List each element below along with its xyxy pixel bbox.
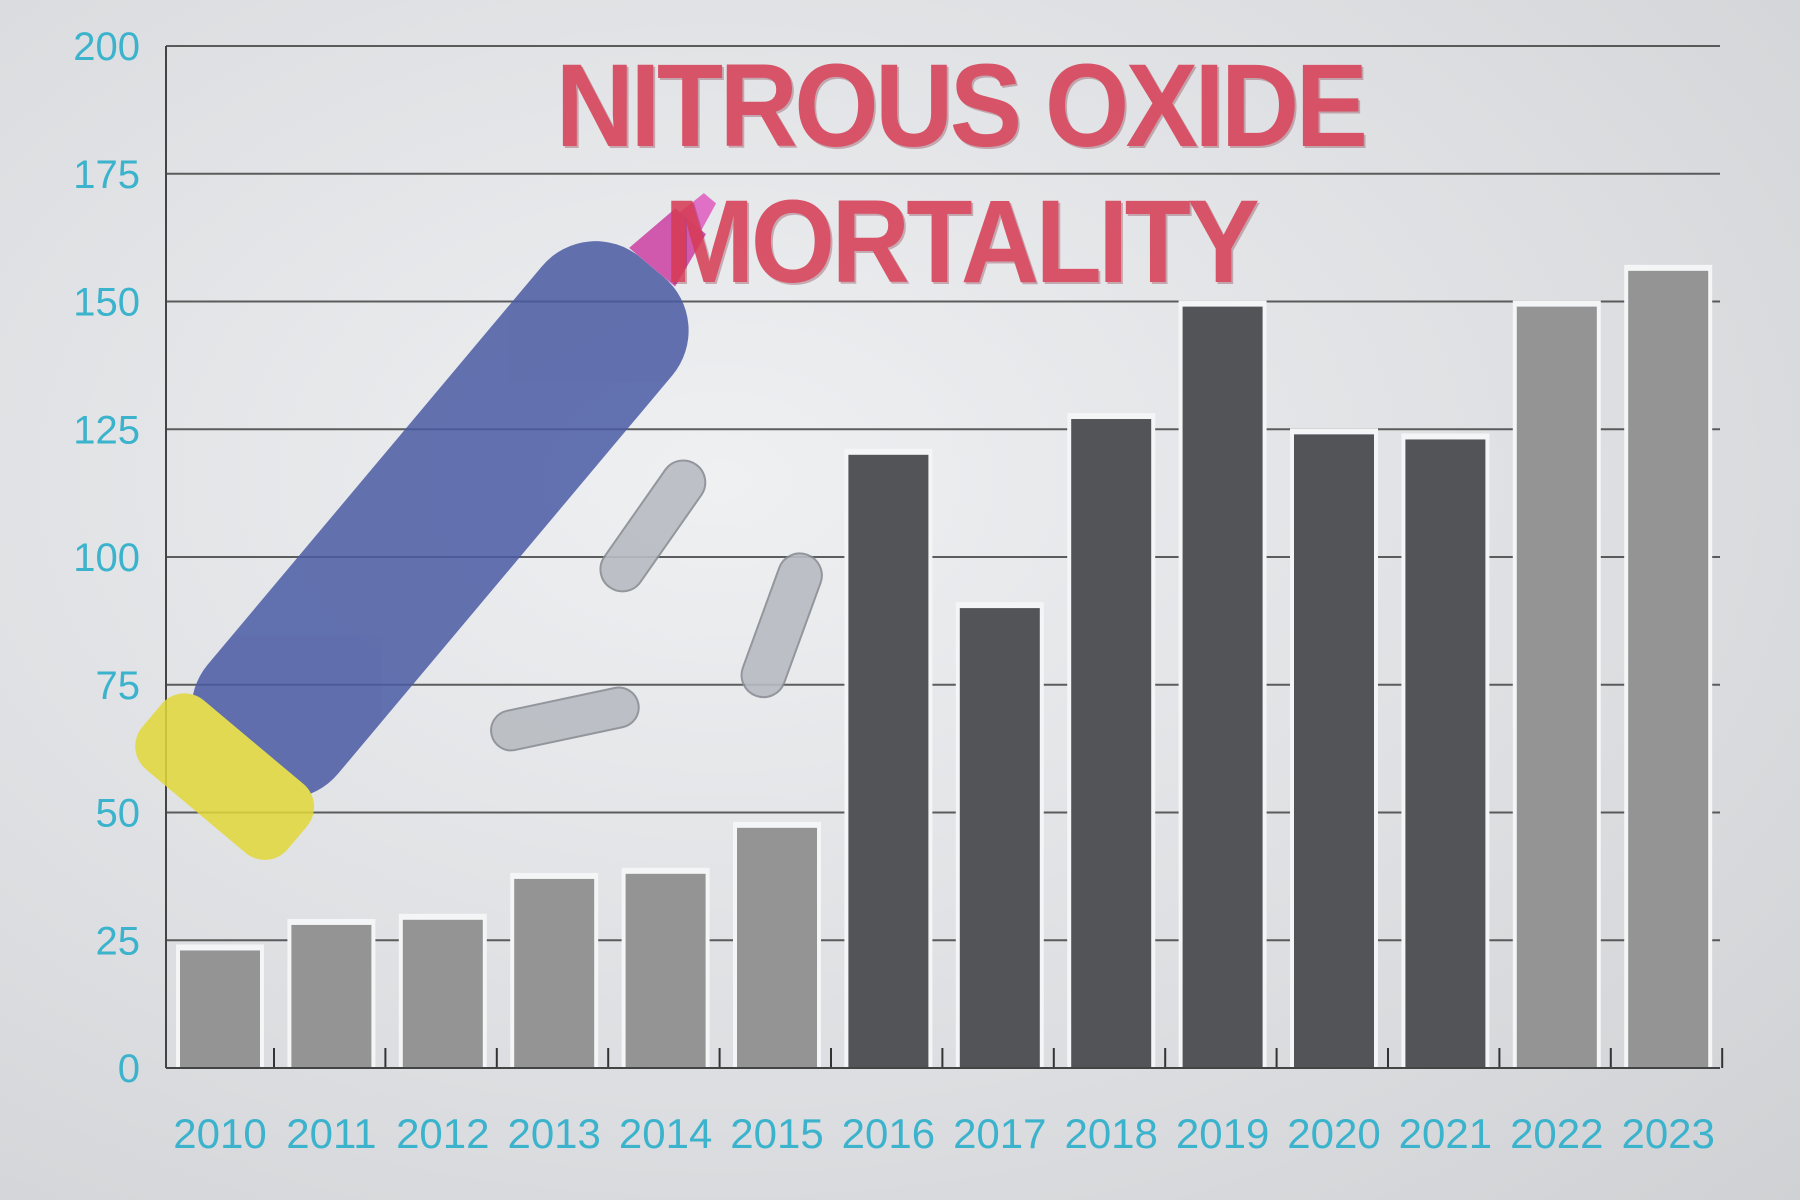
x-tick-label: 2011 <box>286 1110 376 1157</box>
x-tick-label: 2014 <box>619 1110 712 1157</box>
x-tick-label: 2016 <box>842 1110 935 1157</box>
y-tick-label: 175 <box>73 153 140 197</box>
y-tick-label: 75 <box>96 664 141 708</box>
x-tick-label: 2019 <box>1176 1110 1269 1157</box>
y-tick-label: 125 <box>73 408 140 452</box>
y-tick-label: 0 <box>118 1047 140 1091</box>
y-tick-labels: 0 25 50 75 100 125 150 175 200 <box>73 25 140 1091</box>
x-tick-label: 2015 <box>730 1110 823 1157</box>
x-tick-label: 2020 <box>1287 1110 1380 1157</box>
bar-2017 <box>959 608 1040 1068</box>
bars <box>176 264 1724 1069</box>
x-tick-label: 2022 <box>1510 1110 1603 1157</box>
x-tick-label: 2017 <box>953 1110 1046 1157</box>
bar-2011 <box>291 924 372 1068</box>
x-tick-label: 2018 <box>1064 1110 1157 1157</box>
y-tick-label: 25 <box>96 919 141 963</box>
x-tick-label: 2010 <box>173 1110 266 1157</box>
bar-2021 <box>1405 439 1486 1069</box>
bar-2019 <box>1182 306 1263 1068</box>
y-tick-label: 100 <box>73 536 140 580</box>
x-tick-label: 2013 <box>507 1110 600 1157</box>
y-tick-label: 150 <box>73 281 140 325</box>
bar-2014 <box>625 873 706 1068</box>
bar-2013 <box>514 878 595 1068</box>
x-tick-labels: 2010 2011 2012 2013 2014 2015 2016 2017 2018 2019… <box>173 1110 1715 1157</box>
bar-2020 <box>1294 434 1374 1068</box>
bar-2015 <box>737 827 817 1068</box>
y-tick-label: 200 <box>73 25 140 69</box>
x-tick-label: 2023 <box>1621 1110 1714 1157</box>
chart-title: NITROUS OXIDE MORTALITY <box>555 40 1368 308</box>
bar-2016 <box>848 454 929 1068</box>
y-tick-label: 50 <box>96 792 141 836</box>
bar-2018 <box>1071 419 1152 1068</box>
bar-2010 <box>180 950 260 1068</box>
bar-2023 <box>1628 270 1709 1069</box>
x-tick-label: 2012 <box>396 1110 489 1157</box>
bar-2012 <box>402 919 483 1068</box>
x-tick-label: 2021 <box>1399 1110 1492 1157</box>
bar-2022 <box>1516 306 1597 1068</box>
